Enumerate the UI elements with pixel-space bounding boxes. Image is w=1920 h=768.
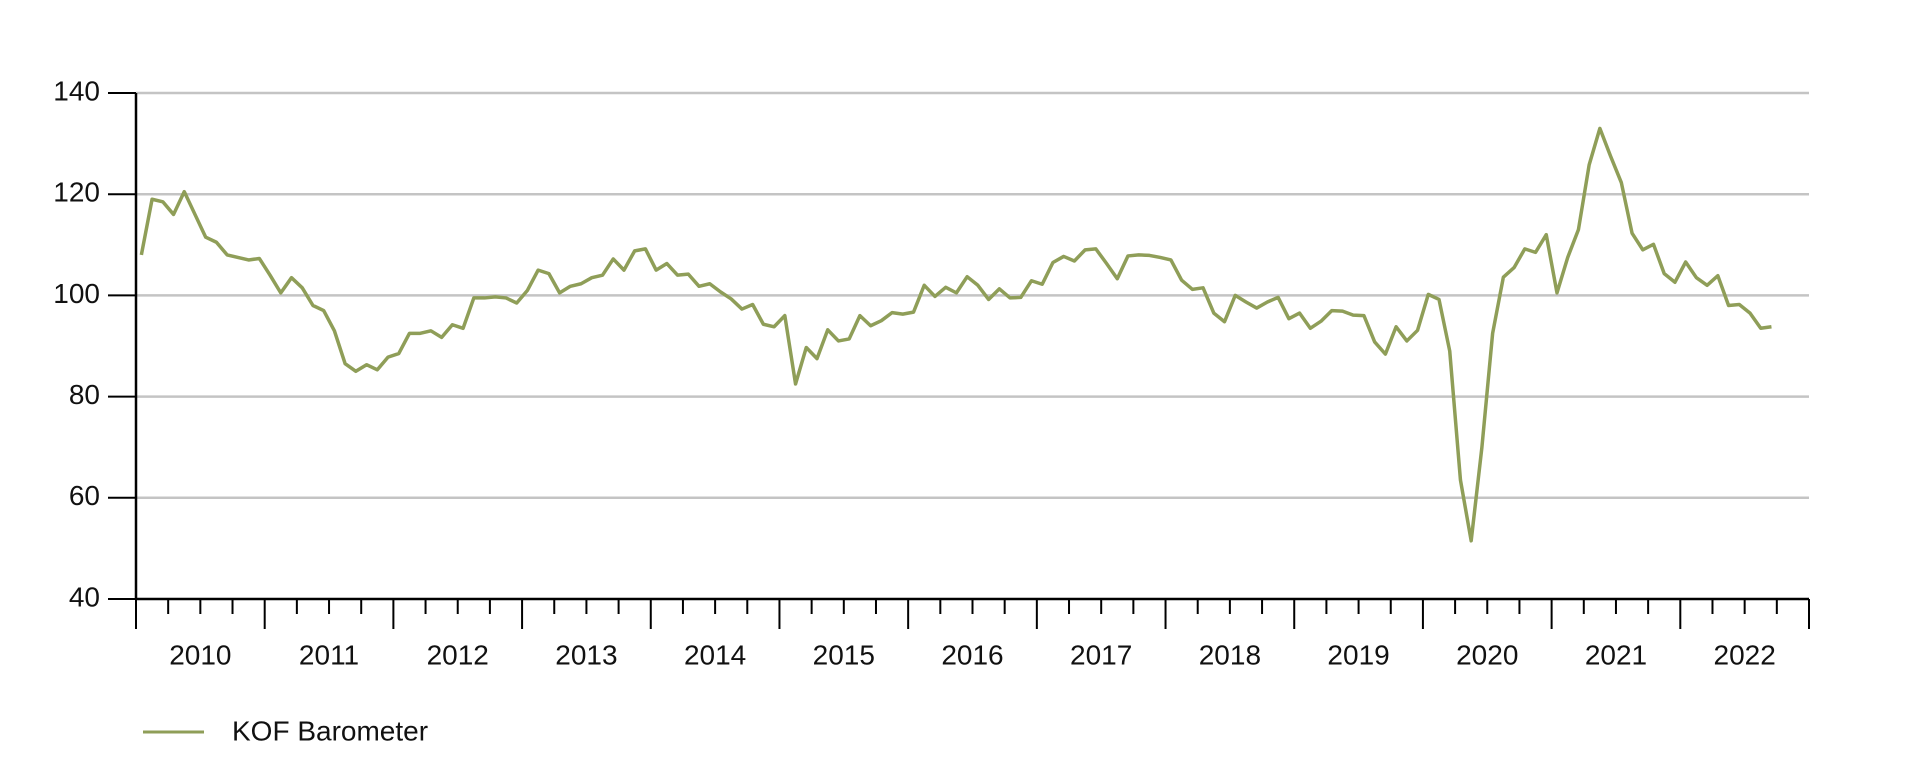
x-tick-label: 2013 xyxy=(555,639,617,670)
x-tick-label: 2012 xyxy=(427,639,489,670)
y-tick-label: 60 xyxy=(69,480,100,511)
y-tick-label: 40 xyxy=(69,581,100,612)
y-tick-label: 140 xyxy=(53,75,100,106)
x-tick-label: 2018 xyxy=(1199,639,1261,670)
x-tick-label: 2020 xyxy=(1456,639,1518,670)
x-tick-label: 2015 xyxy=(813,639,875,670)
x-tick-label: 2022 xyxy=(1714,639,1776,670)
x-tick-label: 2016 xyxy=(941,639,1003,670)
x-tick-label: 2014 xyxy=(684,639,746,670)
y-tick-label: 120 xyxy=(53,177,100,208)
series-line xyxy=(139,126,1772,543)
x-tick-label: 2011 xyxy=(299,639,359,670)
y-tick-label: 80 xyxy=(69,379,100,410)
legend-label: KOF Barometer xyxy=(232,715,428,746)
x-tick-label: 2021 xyxy=(1585,639,1647,670)
x-tick-label: 2010 xyxy=(169,639,231,670)
x-tick-label: 2017 xyxy=(1070,639,1132,670)
x-tick-label: 2019 xyxy=(1327,639,1389,670)
y-tick-label: 100 xyxy=(53,278,100,309)
